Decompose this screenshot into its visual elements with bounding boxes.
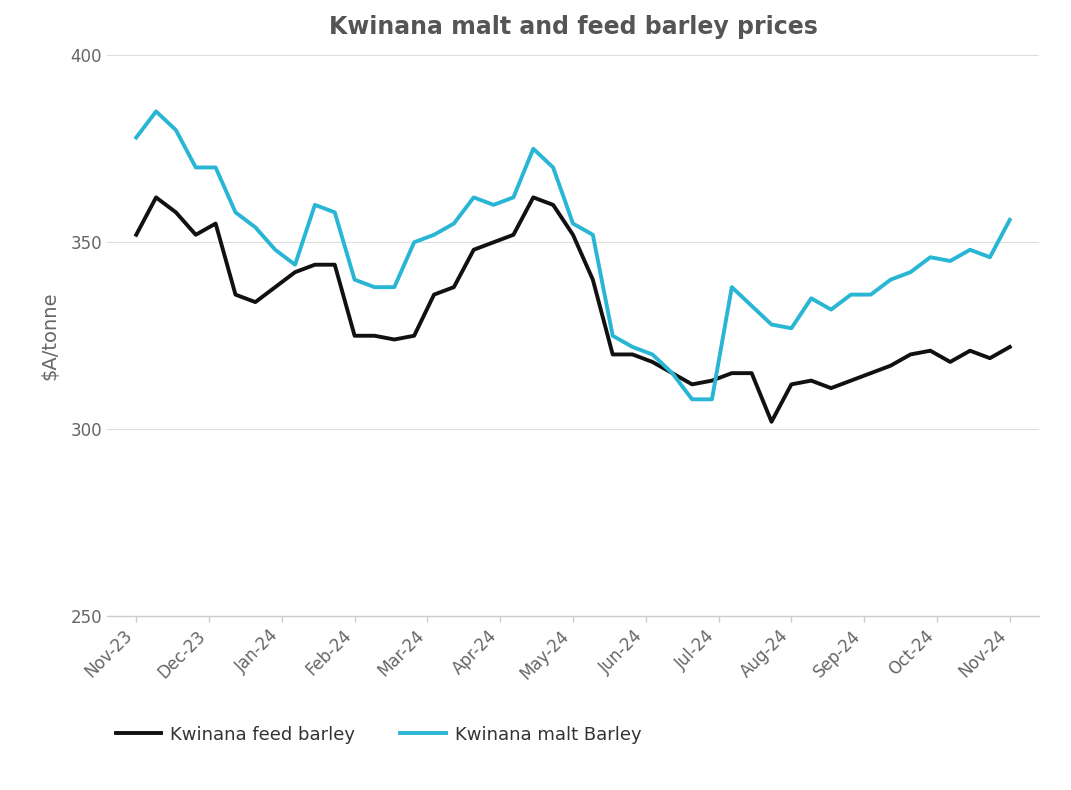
Kwinana feed barley [1004, 342, 1016, 352]
Kwinana malt Barley [427, 230, 440, 239]
Kwinana feed barley [825, 383, 838, 393]
Kwinana feed barley [308, 260, 321, 269]
Kwinana feed barley [388, 335, 401, 344]
Kwinana malt Barley [448, 219, 461, 228]
Kwinana feed barley [864, 368, 877, 378]
Kwinana malt Barley [983, 253, 996, 262]
Kwinana feed barley [427, 290, 440, 299]
Kwinana malt Barley [666, 368, 679, 378]
Legend: Kwinana feed barley, Kwinana malt Barley: Kwinana feed barley, Kwinana malt Barley [116, 726, 642, 744]
Kwinana feed barley [885, 361, 897, 371]
Kwinana malt Barley [368, 282, 381, 292]
Kwinana malt Barley [864, 290, 877, 299]
Kwinana feed barley [666, 368, 679, 378]
Kwinana malt Barley [229, 208, 242, 217]
Kwinana feed barley [269, 282, 282, 292]
Kwinana feed barley [329, 260, 342, 269]
Kwinana feed barley [368, 331, 381, 340]
Kwinana feed barley [248, 297, 261, 307]
Kwinana malt Barley [130, 133, 142, 142]
Kwinana feed barley [288, 268, 301, 277]
Line: Kwinana malt Barley: Kwinana malt Barley [136, 111, 1010, 399]
Kwinana malt Barley [685, 394, 698, 404]
Kwinana malt Barley [825, 305, 838, 314]
Kwinana feed barley [706, 376, 719, 386]
Kwinana feed barley [785, 380, 798, 389]
Kwinana malt Barley [269, 245, 282, 254]
Kwinana malt Barley [567, 219, 579, 228]
Kwinana feed barley [408, 331, 421, 340]
Kwinana malt Barley [348, 275, 361, 284]
Kwinana malt Barley [190, 163, 202, 172]
Kwinana malt Barley [924, 253, 937, 262]
Kwinana malt Barley [209, 163, 222, 172]
Kwinana feed barley [448, 282, 461, 292]
Kwinana malt Barley [587, 230, 600, 239]
Kwinana malt Barley [408, 238, 421, 247]
Kwinana feed barley [924, 346, 937, 356]
Kwinana malt Barley [904, 268, 917, 277]
Kwinana feed barley [507, 230, 519, 239]
Kwinana malt Barley [785, 324, 798, 333]
Kwinana feed barley [209, 219, 222, 228]
Kwinana malt Barley [944, 256, 956, 265]
Kwinana malt Barley [845, 290, 858, 299]
Kwinana feed barley [804, 376, 817, 386]
Line: Kwinana feed barley: Kwinana feed barley [136, 198, 1010, 422]
Kwinana malt Barley [546, 163, 559, 172]
Kwinana malt Barley [745, 301, 758, 310]
Kwinana feed barley [487, 238, 500, 247]
Title: Kwinana malt and feed barley prices: Kwinana malt and feed barley prices [329, 16, 817, 40]
Kwinana feed barley [627, 350, 639, 359]
Kwinana malt Barley [964, 245, 977, 254]
Kwinana feed barley [546, 200, 559, 209]
Kwinana malt Barley [885, 275, 897, 284]
Kwinana feed barley [745, 368, 758, 378]
Kwinana feed barley [646, 357, 659, 367]
Kwinana feed barley [348, 331, 361, 340]
Kwinana malt Barley [804, 294, 817, 303]
Kwinana malt Barley [627, 342, 639, 352]
Kwinana feed barley [150, 193, 163, 202]
Kwinana feed barley [904, 350, 917, 359]
Kwinana feed barley [567, 230, 579, 239]
Y-axis label: $A/tonne: $A/tonne [41, 292, 60, 380]
Kwinana malt Barley [467, 193, 480, 202]
Kwinana malt Barley [150, 107, 163, 116]
Kwinana feed barley [190, 230, 202, 239]
Kwinana malt Barley [169, 126, 182, 135]
Kwinana malt Barley [288, 260, 301, 269]
Kwinana feed barley [944, 357, 956, 367]
Kwinana malt Barley [706, 394, 719, 404]
Kwinana feed barley [964, 346, 977, 356]
Kwinana feed barley [845, 376, 858, 386]
Kwinana malt Barley [725, 282, 738, 292]
Kwinana malt Barley [329, 208, 342, 217]
Kwinana malt Barley [248, 223, 261, 232]
Kwinana feed barley [467, 245, 480, 254]
Kwinana feed barley [983, 353, 996, 363]
Kwinana feed barley [725, 368, 738, 378]
Kwinana feed barley [587, 275, 600, 284]
Kwinana malt Barley [527, 144, 540, 153]
Kwinana malt Barley [1004, 215, 1016, 224]
Kwinana malt Barley [606, 331, 619, 340]
Kwinana feed barley [765, 417, 778, 427]
Kwinana feed barley [527, 193, 540, 202]
Kwinana malt Barley [487, 200, 500, 209]
Kwinana malt Barley [507, 193, 519, 202]
Kwinana feed barley [685, 380, 698, 389]
Kwinana malt Barley [388, 282, 401, 292]
Kwinana feed barley [606, 350, 619, 359]
Kwinana feed barley [229, 290, 242, 299]
Kwinana feed barley [169, 208, 182, 217]
Kwinana feed barley [130, 230, 142, 239]
Kwinana malt Barley [765, 320, 778, 329]
Kwinana malt Barley [308, 200, 321, 209]
Kwinana malt Barley [646, 350, 659, 359]
